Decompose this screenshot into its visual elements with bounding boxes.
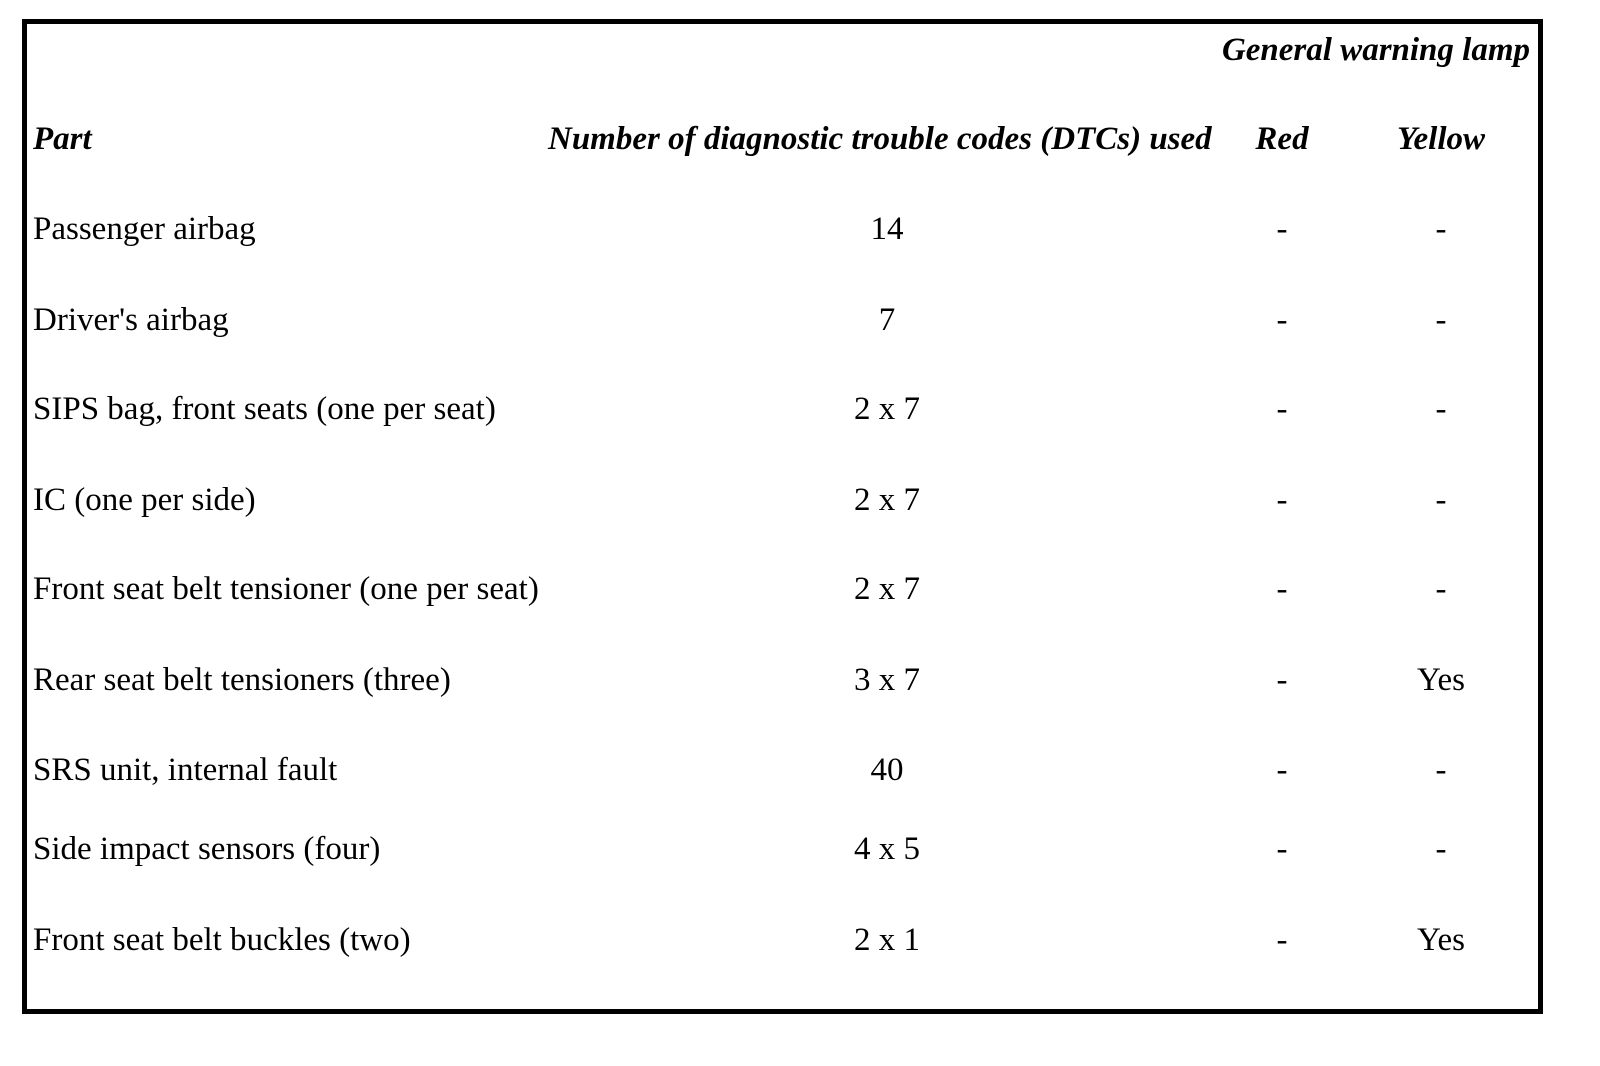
header-dtcs: Number of diagnostic trouble codes (DTCs… [548, 121, 1212, 157]
row-dtcs-value: 2 x 7 [854, 391, 920, 427]
row-part: Rear seat belt tensioners (three) [33, 662, 451, 698]
row-dtcs-value: 2 x 7 [854, 482, 920, 518]
row-red-value: - [1276, 662, 1288, 698]
row-part: SIPS bag, front seats (one per seat) [33, 391, 496, 427]
row-dtcs-value: 14 [870, 211, 904, 247]
row-red-value: - [1276, 752, 1288, 788]
row-red-value: - [1276, 211, 1288, 247]
row-dtcs-value: 4 x 5 [854, 831, 920, 867]
row-yellow-value: - [1435, 211, 1447, 247]
row-part: Front seat belt buckles (two) [33, 922, 411, 958]
row-red-value: - [1276, 302, 1288, 338]
row-red-value: - [1276, 571, 1288, 607]
row-dtcs-value: 2 x 1 [854, 922, 920, 958]
header-red-label: Red [1255, 121, 1309, 157]
row-yellow-value: - [1435, 571, 1447, 607]
row-yellow-value: - [1435, 482, 1447, 518]
row-red-value: - [1276, 391, 1288, 427]
row-part: SRS unit, internal fault [33, 752, 338, 788]
row-yellow-value: Yes [1416, 922, 1466, 958]
table-frame: General warning lamp Part Number of diag… [22, 19, 1543, 1014]
row-red-value: - [1276, 922, 1288, 958]
row-yellow-value: - [1435, 391, 1447, 427]
row-yellow-value: - [1435, 831, 1447, 867]
row-yellow-value: - [1435, 302, 1447, 338]
row-part: Passenger airbag [33, 211, 256, 247]
row-red-value: - [1276, 831, 1288, 867]
row-yellow-value: - [1435, 752, 1447, 788]
row-yellow-value: Yes [1416, 662, 1466, 698]
row-dtcs-value: 3 x 7 [854, 662, 920, 698]
header-yellow-label: Yellow [1397, 121, 1485, 157]
row-dtcs-value: 7 [878, 302, 896, 338]
row-part: Front seat belt tensioner (one per seat) [33, 571, 539, 607]
header-part: Part [33, 121, 92, 157]
group-header-general-warning-lamp: General warning lamp [1221, 32, 1530, 68]
row-part: Side impact sensors (four) [33, 831, 381, 867]
row-part: IC (one per side) [33, 482, 256, 518]
row-dtcs-value: 2 x 7 [854, 571, 920, 607]
row-red-value: - [1276, 482, 1288, 518]
row-part: Driver's airbag [33, 302, 229, 338]
row-dtcs-value: 40 [870, 752, 904, 788]
